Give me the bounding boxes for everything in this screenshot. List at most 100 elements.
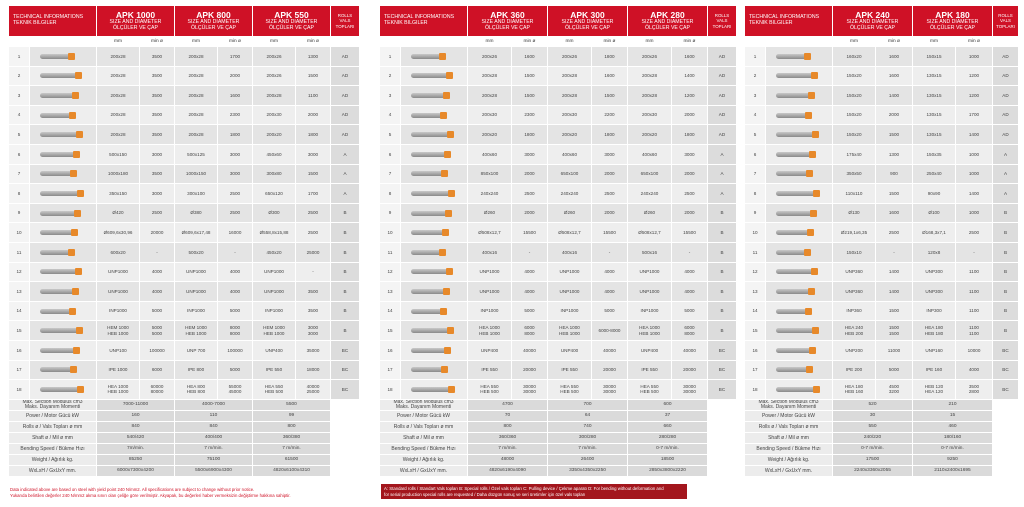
profile-image-cell: [30, 223, 96, 242]
value-cell: 500x20: [175, 242, 217, 262]
value-cell: 300x100: [175, 184, 217, 203]
rolls-cell: B: [708, 223, 736, 242]
spec-value: 360/380: [253, 433, 330, 444]
data-row: 15 HEM 1000 HEB 1000 5000 5000 HEM 1000 HEB…: [9, 321, 359, 340]
value-cell: UNP1000: [548, 262, 591, 282]
title-line: TEKNIK BILGILER: [384, 20, 428, 26]
profile-image-cell: [30, 125, 96, 144]
model-subtitle: ÖLÇÜLER VE ÇAP: [113, 24, 158, 31]
value-cell: 1200: [956, 86, 992, 105]
model-subtitle: ÖLÇÜLER VE ÇAP: [191, 24, 236, 31]
value-cell: 5000: [218, 360, 252, 380]
value-cell: 2500: [672, 184, 707, 203]
row-number: 14: [745, 301, 765, 321]
profile-thumbnail: [40, 71, 86, 80]
value-cell: 5000: [592, 301, 627, 321]
value-cell: UNP1000: [97, 262, 139, 282]
spec-label: Weight / Ağırlık kg.: [745, 455, 832, 466]
value-cell: HEA 1000 HEB 1000: [97, 380, 139, 399]
spec-label: Weight / Ağırlık kg.: [380, 455, 467, 466]
profile-image-cell: [401, 47, 467, 66]
profile-bar: [776, 386, 819, 392]
data-row: 16 UNP200 11000 UNP160 10000 BC: [745, 340, 1018, 360]
value-cell: 11000: [876, 340, 912, 360]
spec-value: 75100: [175, 455, 252, 466]
model-subtitle: ÖLÇÜLER VE ÇAP: [565, 24, 610, 31]
value-cell: 1800: [296, 125, 330, 144]
value-cell: UNP1000: [548, 282, 591, 301]
value-cell: 2000: [592, 203, 627, 223]
rolls-cell: AD: [993, 47, 1018, 66]
model-name: APK 280: [650, 9, 685, 20]
value-cell: 200x28: [175, 86, 217, 105]
profile-bar: [776, 347, 815, 353]
profile-thumbnail: [40, 150, 86, 159]
profile-bar: [411, 190, 454, 196]
profile-bar: [411, 73, 452, 79]
spec-value: 700: [548, 399, 627, 411]
profile-bar: [411, 210, 451, 216]
profile-thumbnail: [40, 326, 86, 335]
data-row: 5 150x20 1500 130x15 1400 AD: [745, 125, 1018, 144]
data-row: 6 500x150 3000 500x125 3000 450x60 3000 A: [9, 144, 359, 164]
row-number: 15: [9, 321, 29, 340]
profile-image-cell: [401, 105, 467, 125]
row-number: 4: [9, 105, 29, 125]
value-cell: 4000: [672, 262, 707, 282]
spec-label: Max. Section Modulus cm3 Maks. Dayanım M…: [380, 399, 467, 411]
value-cell: 1400: [672, 66, 707, 86]
value-cell: 1100: [956, 282, 992, 301]
value-cell: 1300: [876, 144, 912, 164]
profile-thumbnail: [776, 52, 822, 61]
title-cell: TECHNICAL INFORMATIONS TEKNIK BILGILER: [745, 6, 832, 36]
blank-cell: [708, 455, 736, 466]
profile-thumbnail: [776, 287, 822, 296]
profile-bar: [776, 190, 819, 196]
rolls-cell: A: [331, 144, 359, 164]
value-cell: 5000: [218, 301, 252, 321]
data-row: 1 200x26 1600 200x26 1800 200x26 1600 AD: [380, 47, 736, 66]
profile-thumbnail: [776, 228, 822, 237]
value-cell: UNP300: [913, 262, 955, 282]
blank-cell: [708, 422, 736, 433]
spec-value: 800: [468, 422, 547, 433]
value-cell: 1600: [512, 47, 547, 66]
profile-tip: [809, 346, 816, 354]
rolls-cell: B: [993, 262, 1018, 282]
row-number: 5: [9, 125, 29, 144]
profile-tip: [808, 91, 815, 99]
rolls-cell: AD: [993, 105, 1018, 125]
value-cell: UNP1000: [97, 282, 139, 301]
profile-image-cell: [401, 340, 467, 360]
value-cell: 1000: [956, 144, 992, 164]
model-name: APK 300: [570, 9, 605, 20]
value-cell: -: [140, 242, 174, 262]
profile-bar: [776, 308, 811, 314]
value-cell: -: [672, 242, 707, 262]
profile-image-cell: [30, 164, 96, 184]
profile-thumbnail: [776, 130, 822, 139]
data-row: 12 UNP1000 4000 UNP1000 4000 UNP1000 4000 B: [380, 262, 736, 282]
model-header: APK 1000 SIZE AND DIAMETER ÖLÇÜLER VE ÇAP: [97, 6, 174, 36]
spec-label: Power / Motor Gücü kW: [745, 411, 832, 422]
rolls-header: ROLLS VALS TOPLARI: [331, 6, 359, 36]
spec-label: Weight / Ağırlık kg.: [9, 455, 96, 466]
value-cell: 6000 8000: [672, 321, 707, 340]
profile-thumbnail: [40, 91, 86, 100]
spec-value: 61500: [253, 455, 330, 466]
spec-value: 2240x3360x2055: [833, 466, 912, 477]
value-cell: 240x240: [628, 184, 671, 203]
profile-bar: [40, 210, 80, 216]
blank-cell: [993, 411, 1018, 422]
spec-value: 5500: [253, 399, 330, 411]
row-number: 4: [380, 105, 400, 125]
blank-cell: [331, 444, 359, 455]
value-cell: 3000: [672, 144, 707, 164]
blank-cell: [331, 433, 359, 444]
value-cell: 4000: [218, 262, 252, 282]
profile-tip: [810, 209, 817, 217]
title-line: TECHNICAL INFORMATIONS: [13, 14, 84, 21]
value-cell: Ø508x12,7: [628, 223, 671, 242]
spec-label: Shaft ø / Mil ø mm: [380, 433, 467, 444]
profile-image-cell: [401, 282, 467, 301]
